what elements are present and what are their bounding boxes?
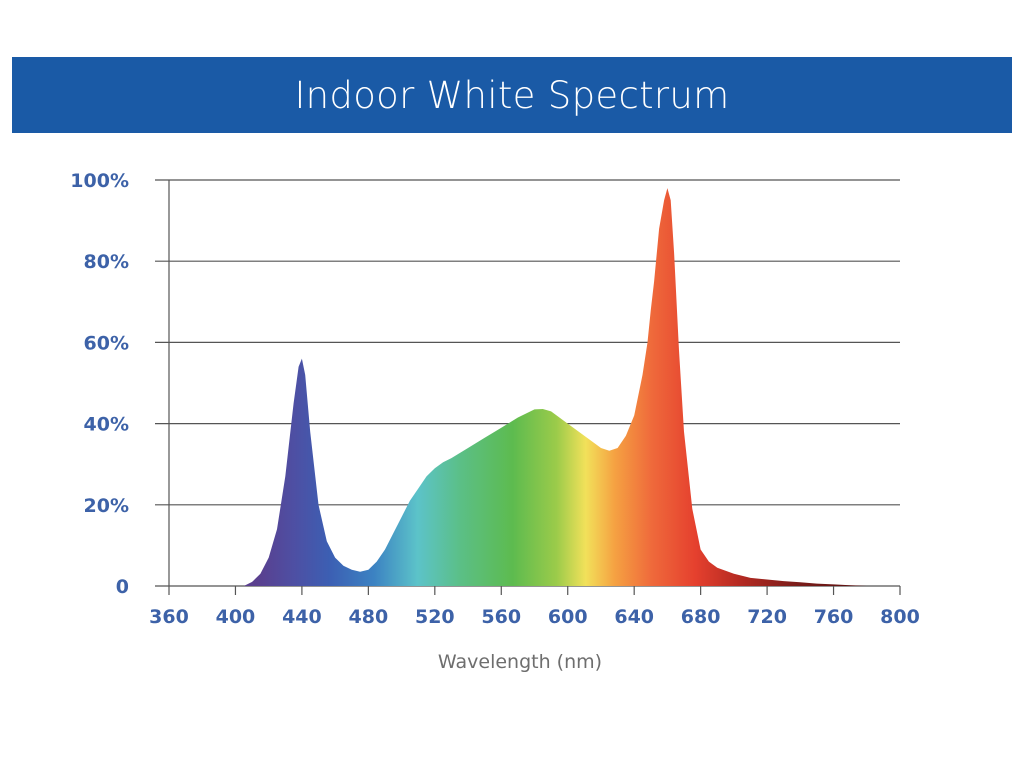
chart-title-banner: Indoor White Spectrum	[12, 57, 1012, 133]
y-tick-labels: 0 20% 40% 60% 80% 100%	[70, 170, 129, 598]
x-tick-label: 440	[282, 606, 322, 628]
x-tick-label: 480	[349, 606, 389, 628]
x-tick-label: 560	[481, 606, 521, 628]
x-axis-label: Wavelength (nm)	[438, 651, 602, 673]
x-tick-label: 680	[681, 606, 721, 628]
x-tick-label: 400	[216, 606, 256, 628]
x-tick-label: 640	[614, 606, 654, 628]
y-tick-label: 80%	[84, 251, 129, 273]
axes	[168, 180, 901, 595]
x-tick-label: 360	[149, 606, 189, 628]
x-tick-label: 600	[548, 606, 588, 628]
x-tick-label: 800	[880, 606, 920, 628]
x-tick-label: 520	[415, 606, 455, 628]
y-tick-label: 100%	[70, 170, 129, 192]
y-tick-label: 0	[116, 576, 129, 598]
y-tick-label: 40%	[84, 414, 129, 436]
x-tick-labels: 360 400 440 480 520 560 600 640 680 720 760 800	[149, 606, 920, 628]
y-tick-label: 60%	[84, 332, 129, 354]
x-tick-label: 760	[814, 606, 854, 628]
spectrum-area	[243, 188, 867, 586]
y-tick-label: 20%	[84, 495, 129, 517]
chart-title: Indoor White Spectrum	[294, 73, 730, 117]
spectrum-area-layer	[243, 188, 867, 586]
x-tick-label: 720	[747, 606, 787, 628]
